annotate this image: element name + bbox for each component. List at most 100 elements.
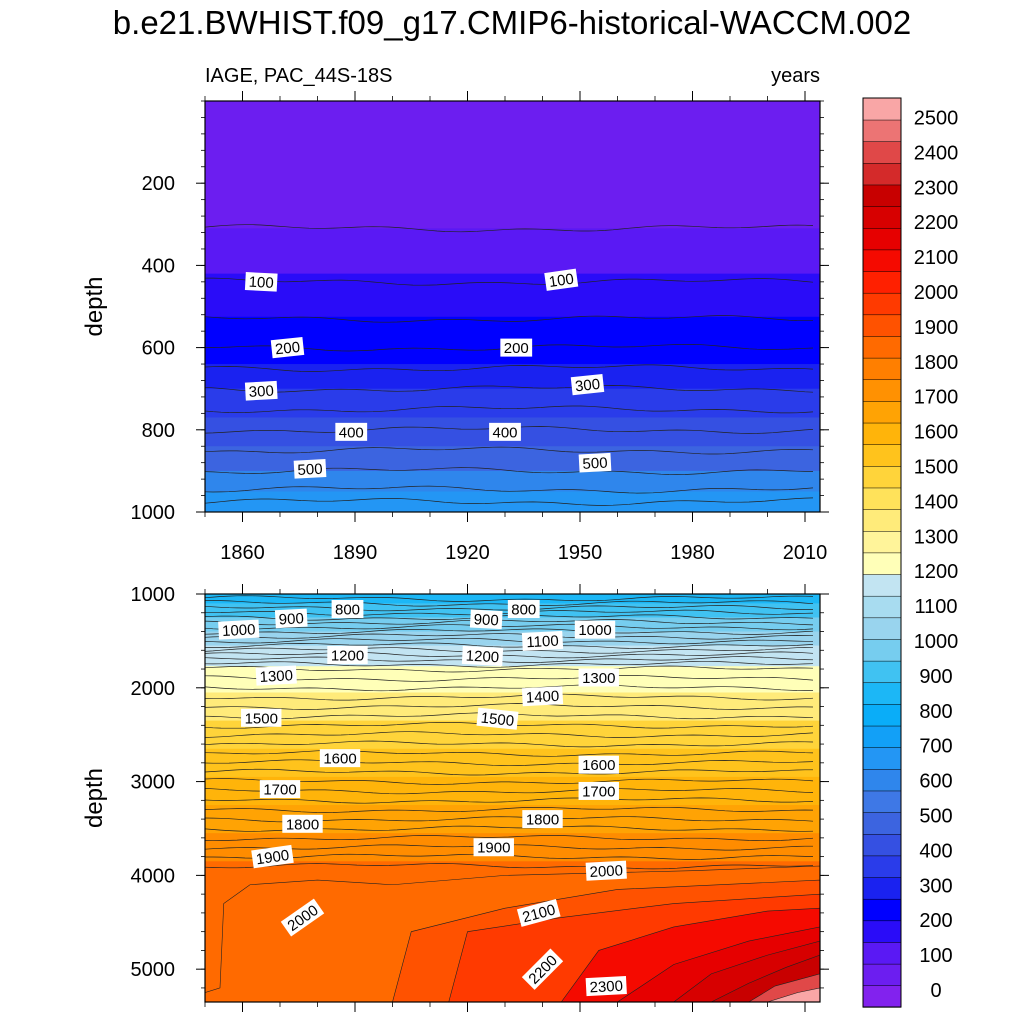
panel-upper-plot-area	[205, 101, 820, 512]
panel-lower-contour-17	[205, 684, 813, 692]
panel-lower-contour-label-7: 1200	[327, 645, 368, 664]
colorbar-label-2200: 2200	[914, 212, 959, 234]
svg-text:500: 500	[297, 461, 323, 479]
colorbar-label-1100: 1100	[914, 596, 957, 618]
panel-upper-contour-10	[205, 485, 814, 494]
panel-lower-contour-label-26: 2300	[585, 976, 627, 997]
colorbar-swatch-34	[862, 249, 902, 272]
panel-lower-contour-6	[205, 623, 814, 631]
colorbar-label-200: 200	[919, 910, 952, 932]
panel-lower-contour-0	[205, 595, 814, 602]
figure-title: b.e21.BWHIST.f09_g17.CMIP6-historical-WA…	[112, 4, 912, 41]
colorbar-label-1300: 1300	[914, 526, 959, 548]
panel-upper-contour-label-5: 300	[570, 373, 605, 396]
panel-lower-contour-9	[205, 637, 813, 645]
x-tick-label: 1890	[333, 542, 378, 564]
colorbar-swatch-31	[862, 314, 902, 337]
svg-text:1500: 1500	[245, 710, 278, 727]
panel-lower-contour-15	[205, 665, 814, 673]
panel-lower-band-0	[205, 594, 820, 604]
colorbar-frame	[862, 97, 902, 1008]
svg-text:2300: 2300	[589, 978, 623, 997]
x-tick-label: 1860	[220, 542, 265, 564]
svg-text:300: 300	[574, 376, 601, 396]
y-tick-label: 400	[142, 255, 175, 277]
panel-lower-band-8	[205, 748, 820, 778]
colorbar-label-2500: 2500	[914, 108, 959, 130]
colorbar-swatch-3	[862, 920, 902, 943]
svg-text:1300: 1300	[259, 667, 293, 686]
panel-subtitle-left: IAGE, PAC_44S-18S	[205, 65, 393, 87]
y-axis-label: depth	[81, 276, 108, 336]
colorbar-label-500: 500	[919, 806, 952, 828]
colorbar-swatch-27	[862, 400, 902, 424]
panel-lower-contour-28	[205, 788, 814, 795]
colorbar-label-1500: 1500	[914, 457, 959, 479]
panel-lower-contour-13	[205, 656, 814, 663]
colorbar-swatch-32	[862, 292, 902, 316]
svg-text:1600: 1600	[582, 757, 615, 774]
y-tick-label: 4000	[131, 865, 176, 887]
colorbar-swatch-36	[862, 205, 902, 229]
panel-upper-contour-label-9: 500	[578, 452, 612, 473]
colorbar-swatch-19	[862, 573, 902, 597]
panel-lower-contour-29	[205, 797, 814, 804]
colorbar-swatch-9	[862, 790, 902, 813]
y-tick-label: 5000	[131, 959, 176, 981]
panel-lower-contour-27	[205, 778, 814, 785]
svg-text:1800: 1800	[526, 812, 559, 829]
panel-lower-contour-label-21: 1900	[473, 838, 514, 857]
svg-text:800: 800	[335, 602, 360, 619]
colorbar-swatch-5	[862, 876, 902, 900]
colorbar-swatch-13	[862, 703, 902, 727]
panel-lower-contour-label-23: 2000	[585, 860, 627, 881]
panel-upper-contour-5	[205, 385, 814, 393]
svg-text:1800: 1800	[286, 816, 319, 833]
panel-upper-contour-2	[205, 315, 813, 323]
colorbar-label-800: 800	[919, 701, 952, 723]
panel-subtitle-right: years	[771, 65, 820, 87]
svg-text:1100: 1100	[526, 633, 559, 652]
colorbar-swatch-15	[862, 660, 902, 684]
colorbar-swatch-0	[862, 985, 902, 1008]
panel-lower-contour-10	[205, 642, 814, 649]
svg-text:800: 800	[511, 602, 536, 619]
colorbar-swatch-10	[862, 768, 902, 792]
panel-lower-contour-label-17: 1700	[578, 781, 619, 800]
svg-text:400: 400	[492, 424, 517, 441]
panel-lower-contour-33	[205, 835, 814, 842]
panel-lower-contour-label-4: 1000	[218, 619, 260, 640]
panel-lower-contour-label-15: 1600	[578, 755, 619, 774]
panel-lower-frame	[204, 593, 821, 1003]
svg-text:1000: 1000	[578, 622, 611, 639]
colorbar-swatch-35	[862, 227, 902, 251]
colorbar-swatch-18	[862, 595, 902, 619]
panel-upper-band-0	[205, 101, 820, 229]
panel-lower-contour-30	[205, 806, 814, 813]
x-tick-label: 2010	[783, 542, 828, 564]
panel-upper-contour-label-0: 100	[244, 272, 278, 292]
panel-lower-contour-label-11: 1400	[521, 686, 564, 707]
colorbar-label-1700: 1700	[914, 387, 959, 409]
colorbar-label-1000: 1000	[914, 631, 959, 653]
panel-lower-contour-label-19: 1800	[522, 810, 563, 829]
colorbar-swatch-30	[862, 335, 902, 359]
svg-text:200: 200	[274, 339, 301, 359]
panel-upper-contour-11	[205, 497, 814, 506]
colorbar-swatch-38	[862, 162, 902, 186]
colorbar-swatch-6	[862, 855, 902, 878]
colorbar-swatch-33	[862, 270, 902, 294]
y-tick-label: 3000	[131, 772, 176, 794]
panel-upper-contour-label-6: 400	[335, 422, 368, 441]
panel-upper-contour-4	[205, 364, 814, 372]
panel-lower-contour-label-10: 1300	[578, 668, 619, 687]
svg-text:100: 100	[548, 271, 575, 291]
colorbar-swatch-7	[862, 833, 902, 857]
svg-text:500: 500	[582, 455, 608, 473]
colorbar-label-1200: 1200	[914, 561, 959, 583]
svg-text:1700: 1700	[582, 783, 615, 800]
panel-lower-band-3	[205, 631, 820, 647]
colorbar-label-0: 0	[930, 980, 941, 1002]
panel-lower-band-4	[205, 645, 820, 667]
